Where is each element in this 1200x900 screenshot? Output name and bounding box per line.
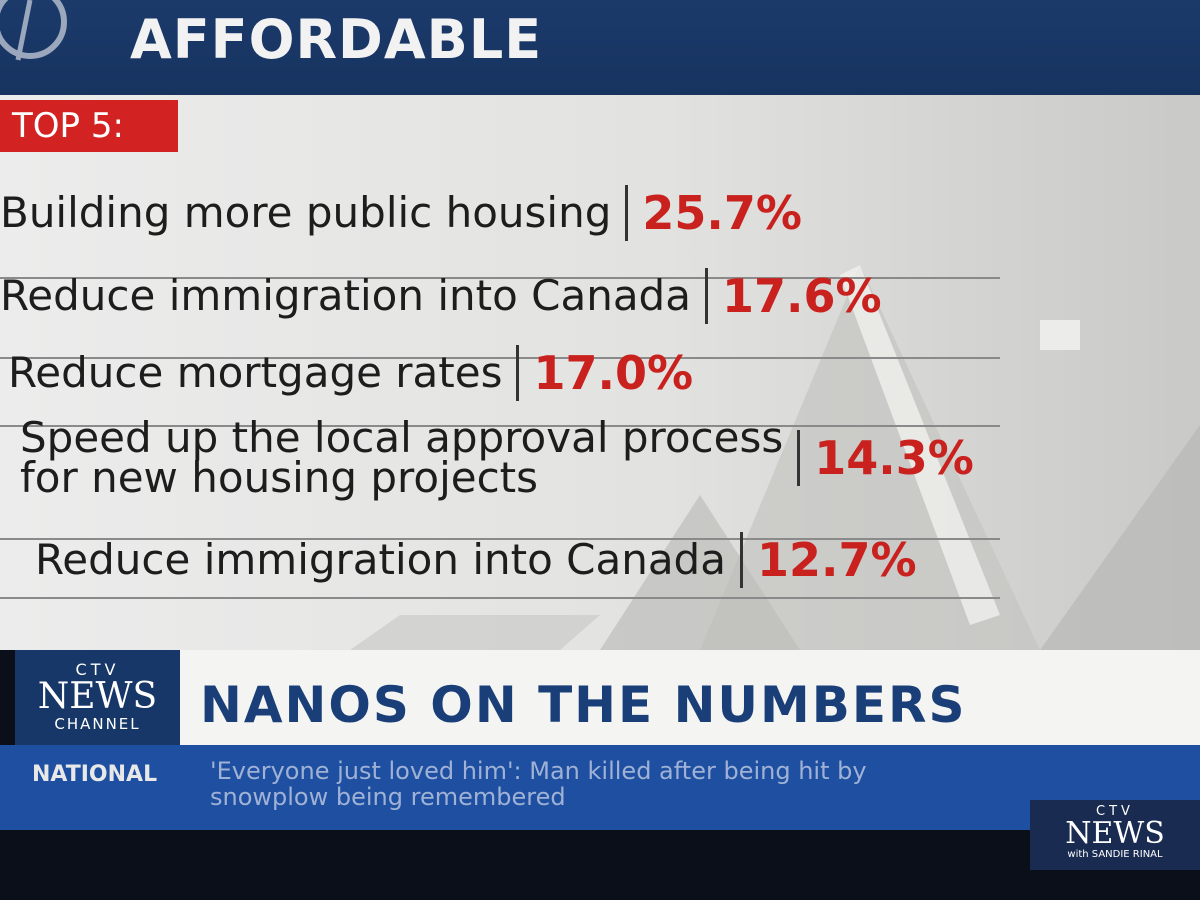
- row-rule: [0, 425, 1000, 427]
- separator: [739, 532, 743, 588]
- item-row: Reduce mortgage rates 17.0%: [8, 345, 693, 401]
- title: AFFORDABLE: [130, 8, 543, 71]
- ticker: [0, 745, 1200, 830]
- item-row: Building more public housing 25.7%: [0, 185, 802, 241]
- corner-host: with SANDIE RINAL: [1067, 849, 1163, 860]
- row-rule: [0, 357, 1000, 359]
- separator: [797, 430, 801, 486]
- banner: [180, 650, 1200, 745]
- corner-ctv: CTV: [1096, 804, 1134, 819]
- item-label-line: Reduce immigration into Canada: [0, 271, 691, 320]
- item-label-line: Reduce mortgage rates: [8, 348, 503, 397]
- item-value: 14.3%: [814, 431, 974, 485]
- item-row: Reduce immigration into Canada 12.7%: [35, 532, 917, 588]
- item-row: Reduce immigration into Canada 17.6%: [0, 268, 882, 324]
- separator: [625, 185, 629, 241]
- row-rule: [0, 538, 1000, 540]
- item-label-line: for new housing projects: [20, 453, 539, 502]
- item-value: 17.6%: [721, 269, 882, 323]
- content-panel: [0, 95, 1200, 650]
- ticker-section: NATIONAL: [32, 762, 158, 787]
- house-background: [350, 265, 1200, 650]
- item-value: 25.7%: [642, 186, 802, 240]
- ticker-story: 'Everyone just loved him': Man killed af…: [210, 757, 867, 811]
- item-value: 17.0%: [533, 346, 694, 400]
- item-label: Reduce immigration into Canada: [0, 271, 691, 320]
- item-label-line: Speed up the local approval process: [20, 413, 784, 462]
- row-rule: [0, 597, 1000, 599]
- item-row: Speed up the local approval process for n…: [20, 413, 974, 502]
- item-label: Reduce mortgage rates: [8, 348, 503, 397]
- separator: [516, 345, 520, 401]
- network-logo: [0, 0, 67, 61]
- logo-news: NEWS: [37, 676, 158, 717]
- item-label-line: Building more public housing: [0, 188, 612, 237]
- item-value: 12.7%: [756, 533, 917, 587]
- banner-text: NANOS ON THE NUMBERS: [200, 676, 967, 734]
- row-rule: [0, 277, 1000, 279]
- item-label: Reduce immigration into Canada: [35, 535, 726, 584]
- corner-logo: CTV NEWS with SANDIE RINAL: [1030, 800, 1200, 870]
- item-label-line: Reduce immigration into Canada: [35, 535, 726, 584]
- item-label: Speed up the local approval process for n…: [20, 413, 784, 502]
- channel-logo: CTV NEWS CHANNEL: [15, 650, 180, 745]
- corner-news: NEWS: [1065, 816, 1165, 851]
- logo-ctv: CTV: [75, 660, 120, 679]
- separator: [704, 268, 708, 324]
- item-label: Building more public housing: [0, 188, 612, 237]
- logo-channel: CHANNEL: [54, 715, 141, 733]
- top5-tag: TOP 5:: [0, 100, 178, 152]
- header-bar: [0, 0, 1200, 95]
